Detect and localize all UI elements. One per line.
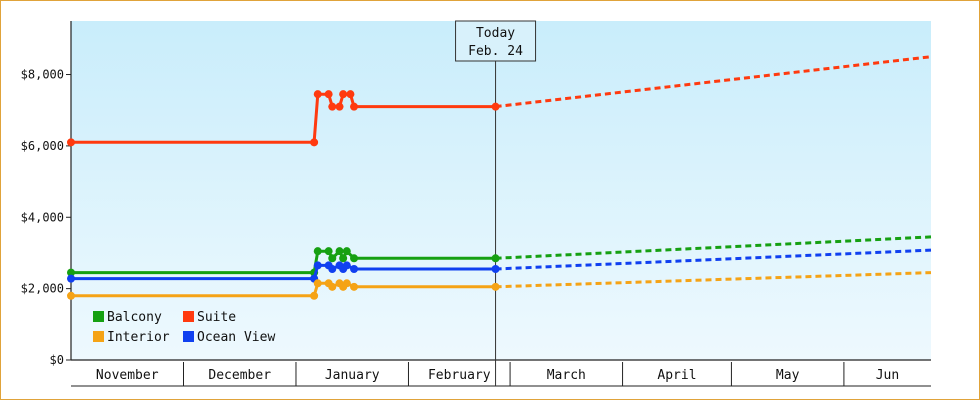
today-date-label: Feb. 24 [468,44,523,59]
data-point-ocean-view [350,265,359,274]
data-point-balcony [328,254,337,263]
month-label: April [657,368,696,383]
data-point-ocean-view [491,265,500,274]
data-point-suite [310,138,319,147]
today-label: Today [476,26,515,41]
data-point-balcony [339,254,348,263]
y-tick-label: $6,000 [21,139,64,153]
data-point-interior [67,291,75,300]
data-point-balcony [313,247,322,256]
month-label: November [96,368,159,383]
data-point-interior [350,282,359,291]
data-point-suite [67,138,75,147]
month-label: Jun [876,368,899,383]
y-tick-label: $8,000 [21,68,64,82]
month-label: May [776,368,800,383]
data-point-suite [335,102,344,111]
legend-label-interior: Interior [107,330,170,345]
data-point-balcony [335,247,344,256]
series-line-interior [71,281,496,298]
series-line-ocean-view [71,263,496,281]
y-tick-label: $4,000 [21,210,64,224]
data-point-suite [328,102,337,111]
data-point-balcony [350,254,359,263]
data-point-balcony [491,254,500,263]
series-forecast-balcony [495,235,932,260]
data-point-ocean-view [342,261,351,270]
legend-label-ocean-view: Ocean View [197,330,275,345]
data-point-balcony [342,247,351,256]
data-point-suite [313,90,322,99]
data-point-balcony [67,268,75,277]
data-point-interior [328,282,337,291]
legend-swatch-balcony [93,311,104,322]
data-point-interior [310,291,319,300]
data-point-suite [350,102,359,111]
legend-swatch-suite [183,311,194,322]
legend-label-balcony: Balcony [107,310,162,325]
data-point-interior [313,279,322,288]
data-point-balcony [324,247,333,256]
month-label: March [547,368,586,383]
data-point-suite [339,90,348,99]
series-forecast-interior [495,271,932,289]
data-point-suite [324,90,333,99]
legend-swatch-interior [93,331,104,342]
month-label: February [428,368,491,383]
y-tick-label: $0 [50,353,64,367]
data-point-suite [346,90,355,99]
series-forecast-suite [495,55,932,109]
data-point-ocean-view [313,261,322,270]
data-point-interior [342,279,351,288]
data-point-ocean-view [67,274,75,283]
data-point-interior [491,282,500,291]
month-label: January [325,368,380,383]
month-label: December [208,368,271,383]
today-callout [455,20,537,62]
legend-swatch-ocean-view [183,331,194,342]
data-point-suite [491,102,500,111]
series-forecast-ocean-view [495,248,932,271]
legend-label-suite: Suite [197,310,236,325]
data-point-ocean-view [328,265,337,274]
y-tick-label: $2,000 [21,282,64,296]
plot-background [71,21,931,360]
